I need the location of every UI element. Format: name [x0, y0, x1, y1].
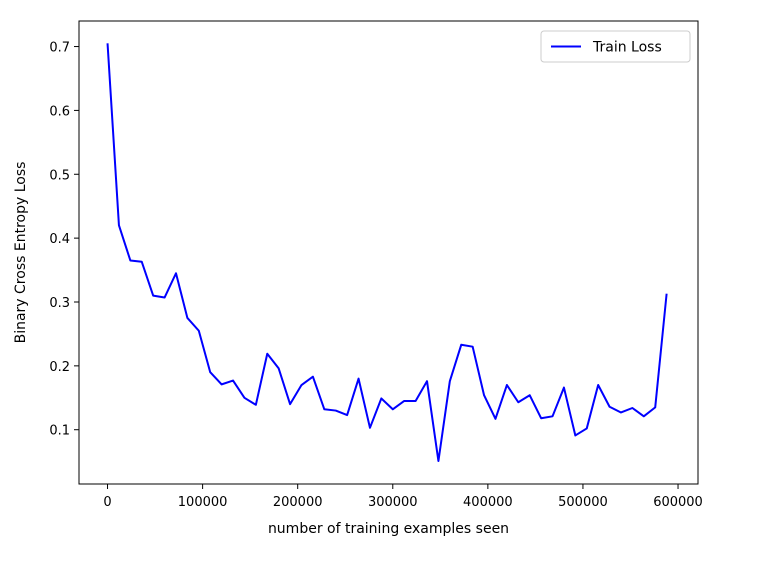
x-tick-label: 100000: [178, 495, 228, 510]
x-axis: 0 100000 200000 300000 400000 500000 600000: [103, 484, 703, 510]
legend: Train Loss: [540, 30, 691, 63]
y-tick-label: 0.1: [49, 424, 70, 439]
y-tick-label: 0.2: [49, 360, 70, 375]
legend-label-train-loss: Train Loss: [592, 40, 662, 56]
x-axis-label: number of training examples seen: [268, 521, 509, 537]
x-tick-label: 200000: [273, 495, 323, 510]
y-tick-label: 0.6: [49, 104, 70, 119]
train-loss-series-line: [106, 43, 668, 463]
legend-box: [540, 30, 691, 63]
x-tick-label: 500000: [558, 495, 608, 510]
axes-frame: [78, 20, 699, 485]
y-tick-label: 0.5: [49, 168, 70, 183]
y-tick-label: 0.7: [49, 41, 70, 56]
x-tick-label: 400000: [463, 495, 513, 510]
x-tick-label: 300000: [368, 495, 418, 510]
y-tick-label: 0.4: [49, 232, 70, 247]
x-tick-label: 0: [103, 495, 111, 510]
y-axis: 0.1 0.2 0.3 0.4 0.5 0.6 0.7: [49, 41, 79, 439]
y-axis-label: Binary Cross Entropy Loss: [13, 162, 29, 344]
y-tick-label: 0.3: [49, 296, 70, 311]
x-tick-label: 600000: [653, 495, 703, 510]
